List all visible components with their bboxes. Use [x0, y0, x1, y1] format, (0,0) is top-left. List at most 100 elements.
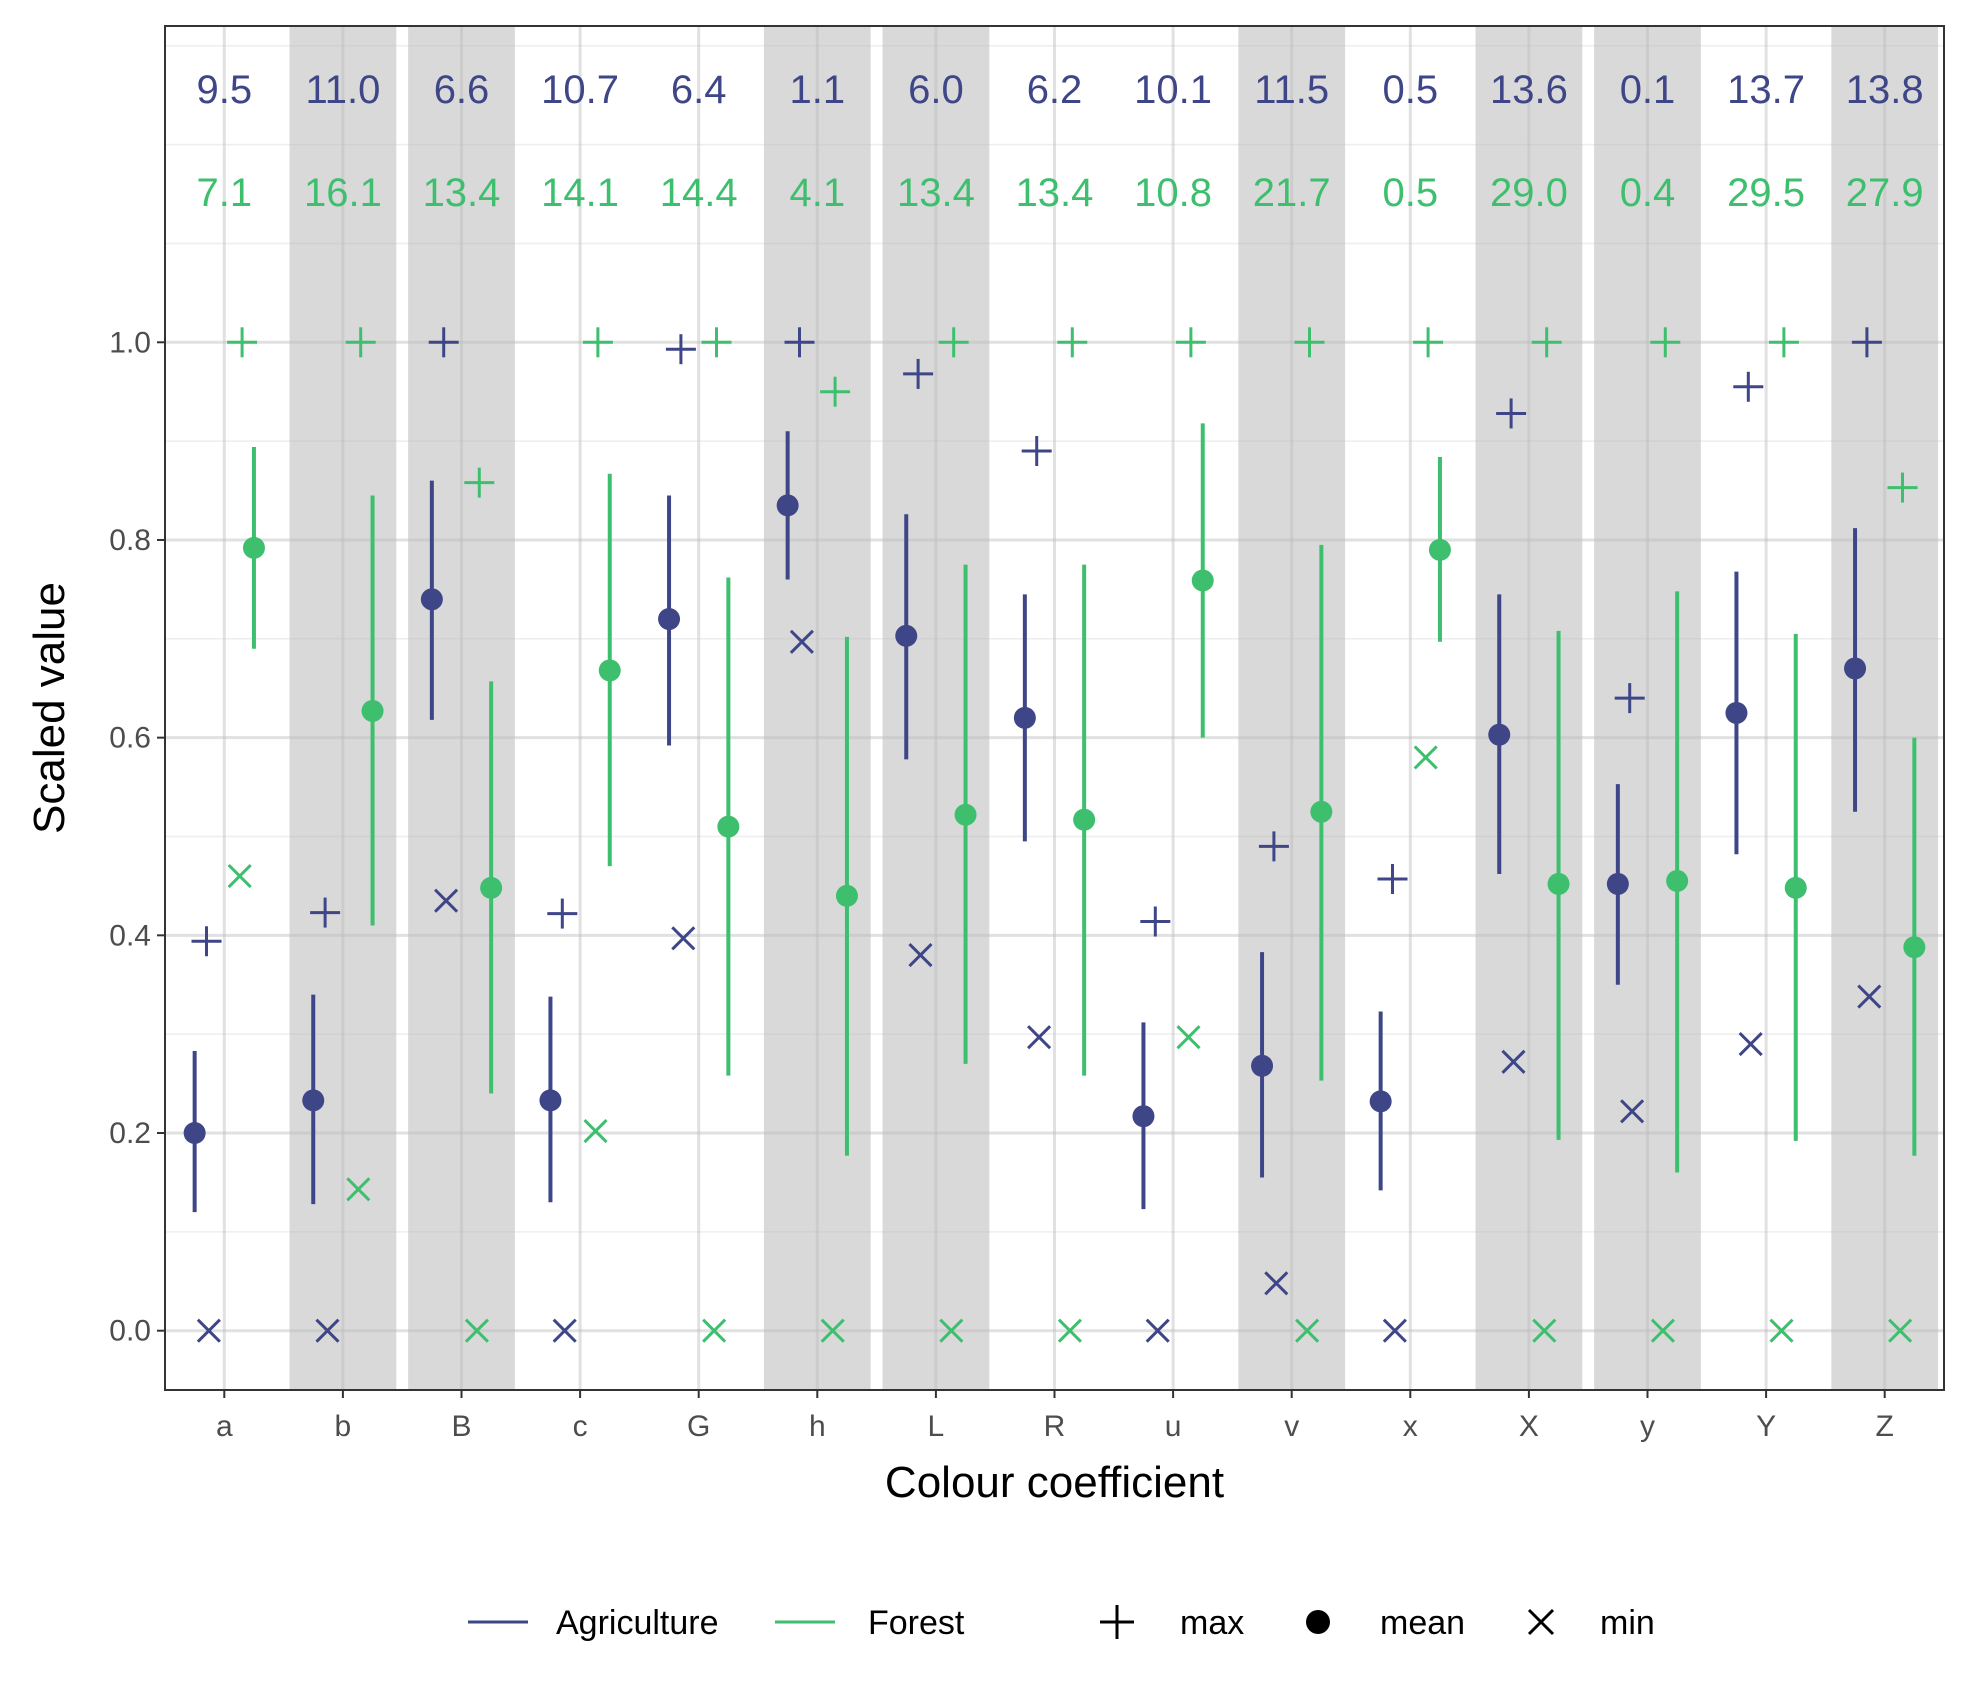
max-marker-forest-R-7 — [1057, 327, 1088, 358]
max-marker-agriculture-L-6 — [903, 358, 934, 389]
min-marker-agriculture-L-6 — [908, 943, 933, 968]
x-tick-label-G-4: G — [687, 1410, 710, 1443]
min-marker-agriculture-b-1 — [315, 1318, 340, 1343]
min-marker-forest-Y-13 — [1769, 1318, 1794, 1343]
top-label-agriculture-a-0: 9.5 — [196, 68, 252, 112]
x-tick-label-B-2: B — [451, 1410, 471, 1443]
top-label-forest-h-5: 4.1 — [789, 171, 845, 215]
top-label-agriculture-B-2: 6.6 — [434, 68, 490, 112]
max-marker-agriculture-G-4 — [665, 334, 696, 365]
top-label-agriculture-b-1: 11.0 — [305, 68, 380, 112]
max-marker-forest-X-11 — [1531, 327, 1562, 358]
min-marker-forest-a-0 — [227, 863, 252, 889]
mean-point-agriculture-h-5 — [776, 494, 799, 517]
category-band-B-2 — [408, 26, 515, 1390]
min-marker-forest-B-2 — [464, 1318, 489, 1343]
top-label-forest-v-9: 21.7 — [1253, 171, 1331, 215]
min-marker-agriculture-X-11 — [1501, 1049, 1526, 1074]
mean-point-agriculture-u-8 — [1132, 1105, 1155, 1128]
mean-point-agriculture-G-4 — [658, 608, 681, 631]
max-marker-forest-c-3 — [582, 327, 613, 358]
min-marker-agriculture-v-9 — [1264, 1271, 1289, 1296]
top-label-forest-b-1: 16.1 — [304, 171, 382, 215]
min-marker-forest-u-8 — [1176, 1025, 1201, 1050]
mean-point-forest-R-7 — [1073, 808, 1096, 831]
top-label-forest-a-0: 7.1 — [196, 171, 252, 215]
max-marker-agriculture-y-12 — [1614, 683, 1645, 714]
min-marker-b-forest-u-8 — [1176, 1025, 1201, 1050]
legend-key-min — [1527, 1608, 1555, 1636]
legend-key-max — [1100, 1605, 1134, 1639]
min-marker-b-forest-G-4 — [702, 1318, 727, 1343]
mean-point-forest-c-3 — [598, 659, 621, 682]
category-band-h-5 — [763, 26, 871, 1390]
min-marker-b-agriculture-u-8 — [1145, 1318, 1170, 1343]
mean-point-agriculture-X-11 — [1488, 723, 1511, 746]
mean-point-forest-b-1 — [361, 699, 384, 722]
min-marker-b-forest-b-1 — [346, 1177, 371, 1202]
min-marker-agriculture-Y-13 — [1738, 1031, 1763, 1057]
max-marker-forest-Y-13 — [1768, 327, 1799, 358]
legend-label-mean: mean — [1380, 1604, 1465, 1642]
y-axis-title: Scaled value — [25, 582, 74, 834]
min-marker-b-forest-B-2 — [464, 1318, 489, 1343]
x-tick-label-c-3: c — [573, 1410, 588, 1443]
mean-point-forest-a-0 — [242, 536, 265, 559]
min-marker-agriculture-G-4 — [671, 926, 696, 951]
y-tick-label-0: 0.0 — [109, 1315, 151, 1348]
min-marker-b-agriculture-v-9 — [1264, 1271, 1289, 1296]
mean-point-forest-X-11 — [1547, 872, 1570, 895]
min-marker-agriculture-x-10 — [1382, 1318, 1407, 1343]
x-tick-label-L-6: L — [928, 1410, 945, 1443]
top-label-forest-u-8: 10.8 — [1134, 171, 1212, 215]
top-label-agriculture-v-9: 11.5 — [1254, 68, 1329, 112]
min-marker-forest-c-3 — [583, 1118, 608, 1144]
top-label-agriculture-G-4: 6.4 — [671, 68, 727, 112]
top-label-agriculture-c-3: 10.7 — [541, 68, 619, 112]
min-marker-b-agriculture-B-2 — [434, 888, 459, 913]
min-marker-b-forest-h-5 — [820, 1318, 845, 1343]
min-marker-b-forest-X-11 — [1532, 1318, 1557, 1343]
y-tick-label-1: 0.2 — [109, 1117, 151, 1150]
min-marker-b-agriculture-b-1 — [315, 1318, 340, 1343]
category-band-v-9 — [1238, 26, 1346, 1390]
min-marker-forest-L-6 — [939, 1318, 964, 1343]
max-marker-agriculture-Y-13 — [1733, 371, 1764, 402]
min-marker-b-agriculture-h-5 — [789, 629, 814, 654]
x-tick-label-a-0: a — [216, 1410, 233, 1443]
min-marker-b-agriculture-a-0 — [196, 1318, 221, 1343]
mean-point-agriculture-B-2 — [420, 588, 443, 611]
top-label-forest-x-10: 0.5 — [1382, 171, 1438, 215]
category-band-Z-14 — [1831, 26, 1939, 1390]
top-label-agriculture-L-6: 6.0 — [908, 68, 964, 112]
min-marker-agriculture-B-2 — [434, 888, 459, 913]
y-tick-label-5: 1.0 — [109, 326, 151, 359]
legend-label-min: min — [1600, 1604, 1655, 1642]
mean-point-forest-u-8 — [1191, 569, 1214, 592]
mean-point-forest-v-9 — [1310, 800, 1333, 823]
mean-point-forest-G-4 — [717, 815, 740, 838]
max-marker-forest-L-6 — [938, 327, 969, 358]
min-marker-forest-v-9 — [1295, 1318, 1320, 1343]
x-tick-label-b-1: b — [335, 1410, 352, 1443]
min-marker-forest-R-7 — [1057, 1318, 1082, 1343]
max-marker-forest-v-9 — [1294, 327, 1325, 358]
min-marker-forest-b-1 — [346, 1177, 371, 1202]
min-marker-b-forest-L-6 — [939, 1318, 964, 1343]
y-tick-label-2: 0.4 — [109, 919, 151, 952]
category-band-y-12 — [1594, 26, 1701, 1390]
mean-point-forest-h-5 — [835, 884, 858, 907]
y-tick-label-3: 0.6 — [109, 722, 151, 755]
min-marker-b-agriculture-c-3 — [552, 1318, 577, 1343]
max-marker-forest-a-0 — [227, 327, 258, 358]
min-marker-b-agriculture-y-12 — [1620, 1099, 1645, 1124]
top-label-agriculture-R-7: 6.2 — [1027, 68, 1083, 112]
top-label-agriculture-y-12: 0.1 — [1620, 68, 1676, 112]
x-tick-label-R-7: R — [1044, 1410, 1066, 1443]
top-label-agriculture-X-11: 13.6 — [1490, 68, 1568, 112]
max-marker-forest-G-4 — [701, 327, 732, 358]
legend-label-agriculture: Agriculture — [556, 1604, 719, 1642]
top-label-forest-L-6: 13.4 — [897, 171, 975, 215]
min-marker-agriculture-Z-14 — [1857, 984, 1882, 1009]
